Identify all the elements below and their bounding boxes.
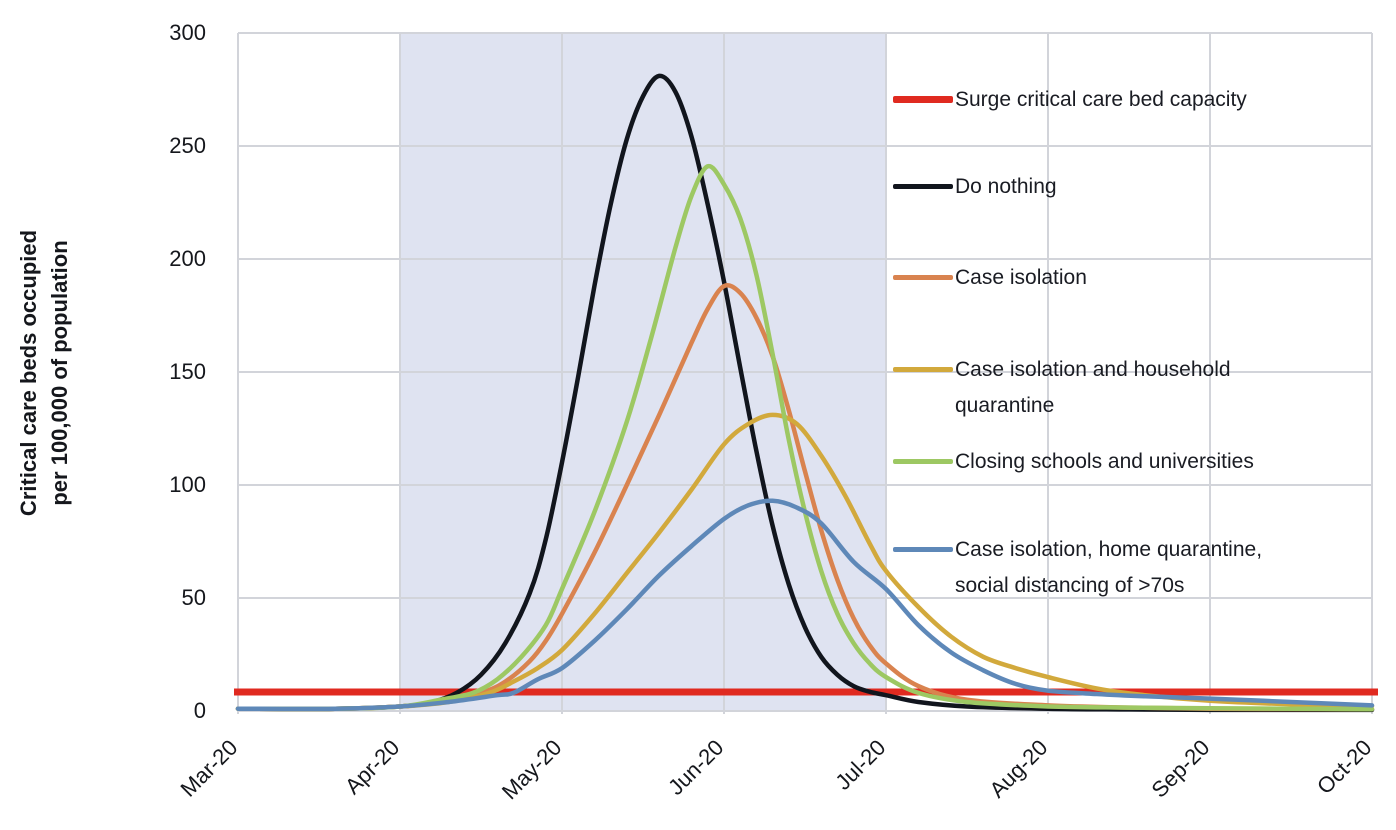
legend-line-swatch xyxy=(893,547,953,552)
y-tick-label: 150 xyxy=(169,359,206,384)
series-line-case-isolation-home-quarantine-social-distancing-of-70s xyxy=(235,498,1375,712)
legend-label: Case isolation, home quarantine, social … xyxy=(955,538,1263,597)
legend-item: Do nothing xyxy=(893,169,1057,205)
legend-line-swatch xyxy=(893,459,953,464)
y-tick-label: 50 xyxy=(181,585,206,610)
legend-label: Case isolation and household quarantine xyxy=(955,358,1231,417)
y-tick-label: 100 xyxy=(169,472,206,497)
series-line-closing-schools-and-universities xyxy=(235,163,1375,712)
legend-label: Closing schools and universities xyxy=(955,450,1254,473)
y-tick-label: 0 xyxy=(193,698,206,723)
legend-label: Case isolation xyxy=(955,266,1087,289)
legend-line-swatch xyxy=(893,275,953,280)
series-line-case-isolation-and-household-quarantine xyxy=(235,412,1375,712)
y-axis-title-line1: Critical care beds occupied xyxy=(16,229,41,517)
legend-item: Case isolation and household quarantine xyxy=(893,352,1231,424)
y-tick-label: 300 xyxy=(169,20,206,45)
legend-line-swatch xyxy=(893,184,953,189)
legend-label: Do nothing xyxy=(955,175,1057,198)
legend-item: Closing schools and universities xyxy=(893,444,1254,480)
y-tick-label: 250 xyxy=(169,133,206,158)
legend-item: Case isolation xyxy=(893,260,1087,296)
legend-line-swatch xyxy=(893,367,953,372)
legend-item: Surge critical care bed capacity xyxy=(893,82,1247,118)
legend-line-swatch xyxy=(893,96,953,103)
legend-label: Surge critical care bed capacity xyxy=(955,88,1247,111)
legend-item: Case isolation, home quarantine, social … xyxy=(893,532,1262,604)
y-tick-label: 200 xyxy=(169,246,206,271)
y-axis-title: Critical care beds occupied per 100,000 … xyxy=(13,34,79,712)
y-axis-title-line2: per 100,000 of population xyxy=(47,240,72,506)
series-line-do-nothing xyxy=(235,73,1375,713)
